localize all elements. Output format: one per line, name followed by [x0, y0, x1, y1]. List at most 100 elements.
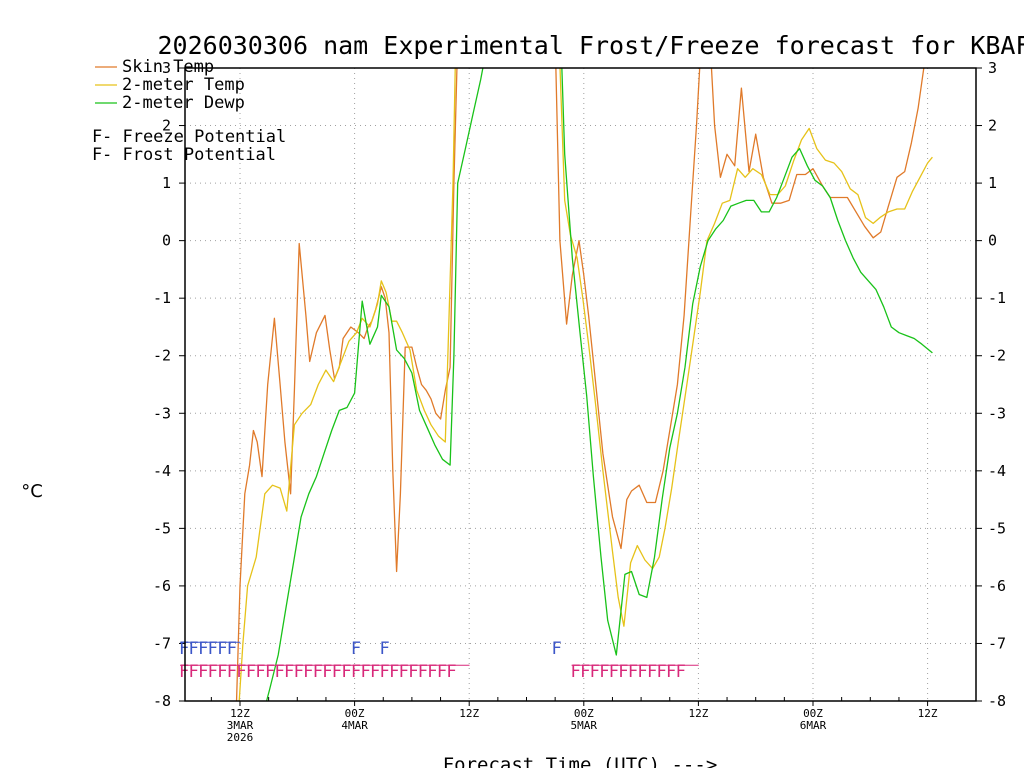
y-tick-label-left: -6: [153, 577, 171, 595]
legend-potential-letter: F: [92, 145, 102, 165]
frost-potential-marker: F: [551, 639, 561, 659]
legend-potential-letter: F: [92, 127, 102, 147]
x-tick-label: 6MAR: [800, 719, 827, 732]
freeze-potential-marker: F: [255, 662, 265, 682]
freeze-potential-marker: F: [618, 662, 628, 682]
freeze-potential-marker: F: [657, 662, 667, 682]
freeze-potential-marker: F: [637, 662, 647, 682]
freeze-potential-marker: F: [341, 662, 351, 682]
freeze-potential-marker: F: [590, 662, 600, 682]
frost-potential-marker: F: [380, 639, 390, 659]
freeze-potential-marker: F: [408, 662, 418, 682]
freeze-potential-marker: F: [427, 662, 437, 682]
freeze-potential-marker: F: [284, 662, 294, 682]
x-tick-label: 12Z: [688, 707, 708, 720]
frost-potential-marker: F: [208, 639, 218, 659]
legend-label: 2-meter Temp: [122, 75, 245, 95]
freeze-potential-marker: F: [418, 662, 428, 682]
freeze-potential-marker: F: [198, 662, 208, 682]
freeze-potential-marker: F: [571, 662, 581, 682]
freeze-potential-marker: F: [236, 662, 246, 682]
frost-potential-marker: F: [198, 639, 208, 659]
y-tick-label-right: -3: [988, 404, 1006, 422]
y-tick-label-left: 2: [162, 117, 171, 135]
x-tick-label: 00Z: [803, 707, 823, 720]
legend-label: Skin Temp: [122, 57, 214, 77]
y-tick-label-left: -1: [153, 289, 171, 307]
x-tick-label: 00Z: [574, 707, 594, 720]
frost-potential-marker: F: [179, 639, 189, 659]
freeze-potential-marker: F: [380, 662, 390, 682]
y-tick-label-right: -7: [988, 634, 1006, 652]
y-tick-label-right: -6: [988, 577, 1006, 595]
y-tick-label-left: -4: [153, 462, 171, 480]
y-tick-label-right: 1: [988, 174, 997, 192]
x-tick-label: 12Z: [230, 707, 250, 720]
series-line-skin-temp: [235, 68, 925, 701]
freeze-potential-marker: F: [370, 662, 380, 682]
x-tick-label: 5MAR: [571, 719, 598, 732]
freeze-potential-marker: F: [332, 662, 342, 682]
freeze-potential-marker: F: [609, 662, 619, 682]
series-clip-group: [235, 68, 933, 701]
x-tick-label: 2026: [227, 731, 254, 744]
y-tick-label-left: -3: [153, 404, 171, 422]
freeze-potential-marker: F: [322, 662, 332, 682]
y-tick-label-left: 0: [162, 232, 171, 250]
freeze-potential-marker: F: [351, 662, 361, 682]
freeze-potential-marker: F: [446, 662, 456, 682]
y-tick-label-left: -8: [153, 692, 171, 710]
y-tick-label-right: -2: [988, 347, 1006, 365]
freeze-potential-marker: F: [179, 662, 189, 682]
frost-potential-marker: F: [189, 639, 199, 659]
series-line-2-meter-temp: [238, 68, 933, 701]
plot-border: [184, 67, 977, 702]
freeze-potential-marker: F: [189, 662, 199, 682]
freeze-potential-marker: F: [599, 662, 609, 682]
legend-potential-label: - Frost Potential: [102, 145, 276, 165]
freeze-potential-marker: F: [246, 662, 256, 682]
data-series: [235, 68, 933, 701]
freeze-potential-marker: F: [265, 662, 275, 682]
y-tick-label-right: 2: [988, 117, 997, 135]
x-axis-label: Forecast Time (UTC) --->: [443, 754, 718, 768]
y-tick-label-left: -2: [153, 347, 171, 365]
x-tick-label: 12Z: [459, 707, 479, 720]
freeze-potential-marker: F: [217, 662, 227, 682]
y-tick-label-right: -4: [988, 462, 1006, 480]
x-tick-label: 3MAR: [227, 719, 254, 732]
freeze-potential-marker: F: [580, 662, 590, 682]
y-tick-label-right: -1: [988, 289, 1006, 307]
y-tick-label-left: 3: [162, 59, 171, 77]
chart-title: 2026030306 nam Experimental Frost/Freeze…: [158, 31, 1024, 60]
freeze-potential-marker: F: [676, 662, 686, 682]
x-tick-label: 4MAR: [341, 719, 368, 732]
freeze-potential-marker: F: [628, 662, 638, 682]
potential-markers: F F F F F F F F FF F F F F F F F F F F F F F F F F F F F F F F F F F F F F F F…: [179, 639, 699, 682]
freeze-potential-marker: F: [208, 662, 218, 682]
y-tick-label-left: -5: [153, 519, 171, 537]
frost-potential-marker: F: [351, 639, 361, 659]
frost-potential-marker: F: [227, 639, 237, 659]
x-tick-label: 12Z: [918, 707, 938, 720]
y-tick-label-right: 3: [988, 59, 997, 77]
freeze-potential-marker: F: [360, 662, 370, 682]
freeze-potential-marker: F: [389, 662, 399, 682]
freeze-potential-marker: F: [647, 662, 657, 682]
freeze-potential-marker: F: [399, 662, 409, 682]
y-ticks: -8 -8 -7 -7 -6 -6 -5 -5 -4 -4 -3 -3 -2 -2 -1 -1 0 0 1 1 2 2 3 3: [153, 59, 1006, 710]
freeze-potential-marker: F: [275, 662, 285, 682]
gridlines: [185, 68, 976, 701]
y-tick-label-right: -5: [988, 519, 1006, 537]
y-axis-label: °C: [21, 481, 43, 502]
y-tick-label-right: 0: [988, 232, 997, 250]
legend-potential-label: - Freeze Potential: [102, 127, 286, 147]
y-tick-label-left: -7: [153, 634, 171, 652]
y-tick-label-left: 1: [162, 174, 171, 192]
freeze-potential-marker: F: [437, 662, 447, 682]
frost-potential-marker: F: [217, 639, 227, 659]
freeze-potential-marker: F: [294, 662, 304, 682]
